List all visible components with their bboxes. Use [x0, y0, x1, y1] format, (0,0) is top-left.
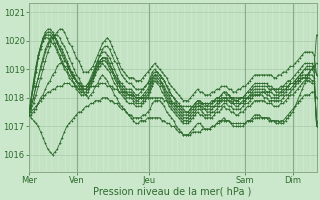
X-axis label: Pression niveau de la mer( hPa ): Pression niveau de la mer( hPa ) [93, 187, 252, 197]
